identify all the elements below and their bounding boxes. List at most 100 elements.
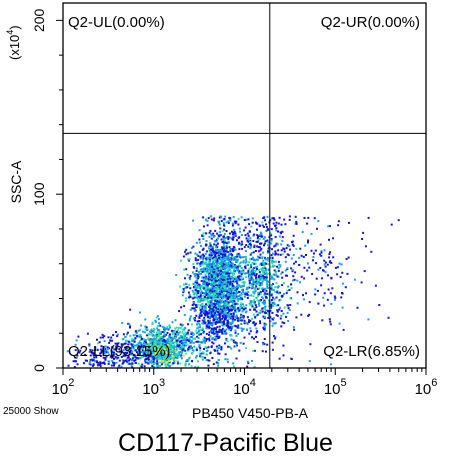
event-point [209, 352, 212, 355]
event-point [158, 360, 161, 363]
event-point [160, 363, 163, 366]
event-point [222, 251, 225, 254]
event-point [225, 255, 228, 258]
event-point [153, 335, 156, 338]
event-point [218, 283, 221, 286]
event-point [224, 237, 226, 239]
event-point [179, 362, 182, 365]
event-point [204, 307, 207, 310]
event-point [177, 333, 180, 336]
event-point [294, 222, 297, 225]
event-point [232, 215, 235, 218]
event-point [223, 286, 226, 289]
event-point [168, 324, 171, 327]
event-point [281, 271, 284, 274]
event-point [234, 309, 237, 312]
event-point [207, 278, 210, 281]
event-point [158, 353, 161, 356]
event-point [264, 258, 267, 261]
event-point [177, 352, 179, 355]
event-point [253, 349, 256, 352]
event-point [142, 346, 145, 349]
event-point [223, 253, 225, 256]
event-point [273, 269, 276, 272]
event-point [216, 249, 219, 251]
event-point [201, 355, 204, 358]
event-point [209, 215, 212, 218]
event-point [209, 263, 212, 265]
event-point [206, 298, 209, 301]
event-point [120, 343, 123, 346]
event-point [156, 327, 159, 330]
event-point [319, 267, 322, 269]
event-point [194, 319, 196, 322]
event-point [306, 262, 309, 265]
event-point [228, 272, 231, 275]
event-point [206, 267, 209, 270]
event-point [244, 250, 247, 252]
event-point [182, 288, 185, 291]
event-point [274, 250, 277, 253]
event-point [219, 264, 222, 267]
event-point [121, 359, 124, 362]
event-point [196, 279, 198, 282]
event-point [140, 344, 143, 347]
event-point [209, 299, 212, 302]
event-point [226, 278, 229, 281]
event-point [262, 251, 265, 254]
event-point [218, 299, 221, 302]
event-point [134, 334, 137, 337]
event-point [226, 340, 229, 343]
event-point [230, 280, 233, 283]
event-point [144, 325, 147, 328]
event-point [137, 362, 140, 365]
event-point [179, 355, 182, 358]
event-point [206, 285, 209, 288]
event-point [148, 333, 151, 336]
event-point [208, 282, 210, 285]
event-point [213, 217, 216, 220]
event-point [206, 316, 209, 319]
event-point [227, 259, 230, 262]
event-point [183, 314, 186, 316]
event-point [272, 273, 275, 276]
event-point [128, 359, 131, 362]
event-point [206, 291, 209, 294]
event-point [189, 315, 192, 318]
event-point [316, 227, 318, 230]
event-point [230, 308, 233, 311]
event-point [261, 287, 264, 290]
event-point [260, 296, 263, 299]
event-point [282, 312, 285, 315]
event-point [192, 334, 195, 337]
event-point [201, 327, 204, 330]
event-point [248, 223, 251, 226]
event-point [212, 277, 215, 280]
event-point [215, 269, 218, 272]
event-point [340, 263, 343, 266]
event-point [195, 306, 198, 308]
event-point [271, 217, 274, 220]
event-point [204, 292, 207, 295]
event-point [122, 333, 125, 336]
event-point [188, 283, 191, 286]
event-point [269, 316, 272, 319]
event-point [261, 280, 264, 283]
event-point [194, 257, 197, 260]
event-point [226, 246, 228, 249]
event-point [206, 224, 209, 227]
event-point [168, 361, 171, 364]
event-point [207, 346, 210, 349]
event-point [227, 238, 230, 240]
event-point [216, 232, 219, 235]
svg-text:(x104): (x104) [5, 25, 22, 60]
event-point [234, 256, 236, 259]
event-point [194, 281, 197, 284]
event-point [158, 345, 161, 348]
event-point [170, 355, 173, 358]
event-point [242, 259, 245, 262]
event-point [134, 362, 137, 364]
event-point [242, 317, 245, 320]
event-point [207, 300, 210, 303]
event-point [123, 359, 126, 362]
